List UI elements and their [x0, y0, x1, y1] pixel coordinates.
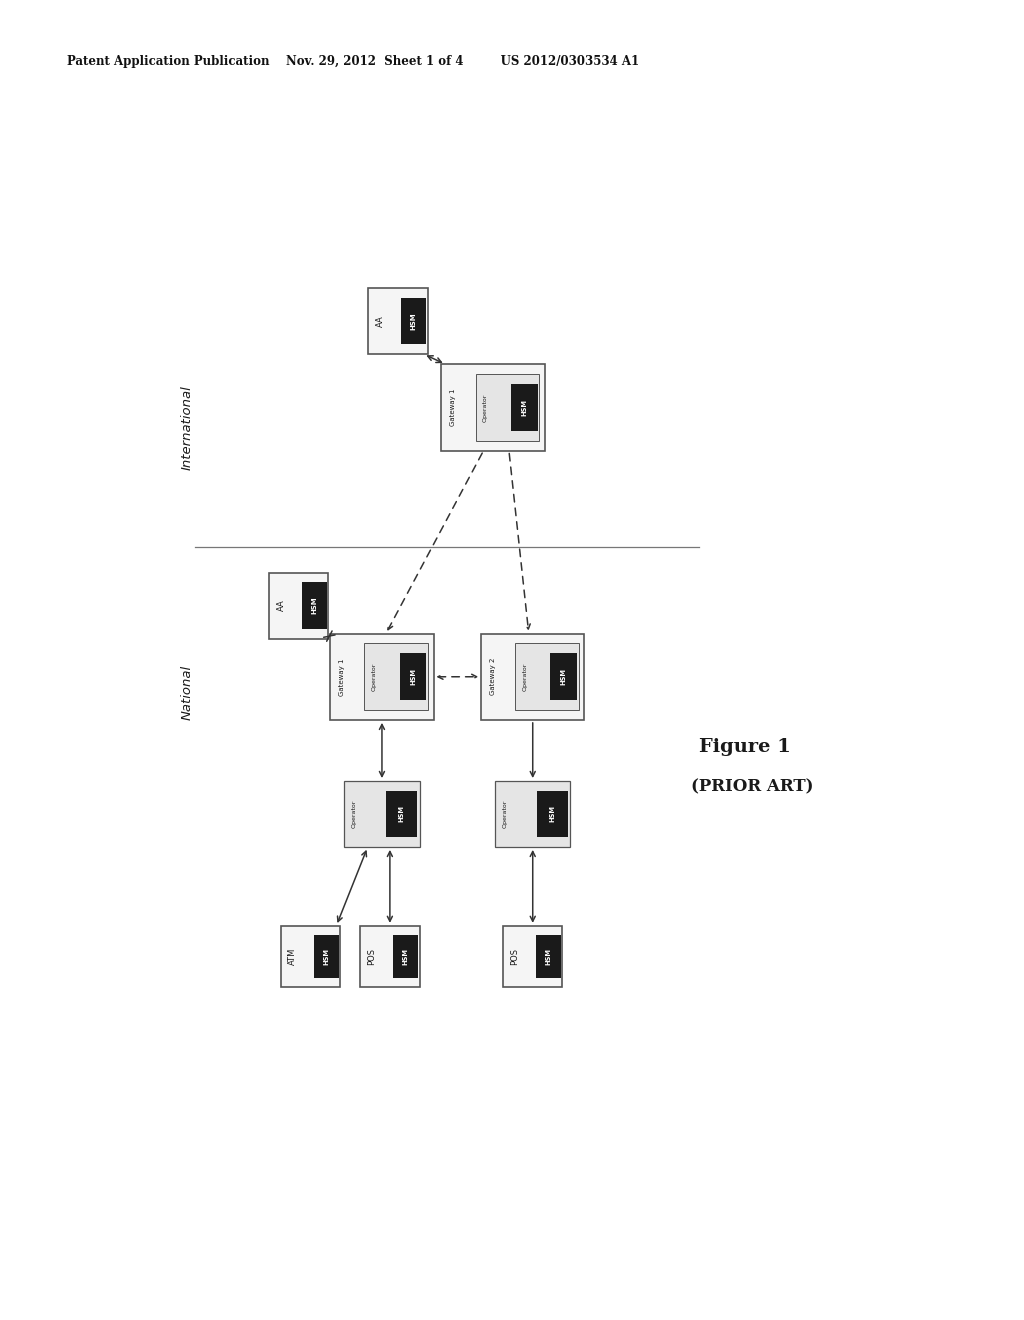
FancyBboxPatch shape	[511, 384, 538, 432]
Text: POS: POS	[510, 948, 519, 965]
Text: HSM: HSM	[561, 668, 567, 685]
Text: HSM: HSM	[549, 805, 555, 822]
Text: HSM: HSM	[521, 399, 527, 416]
Text: (PRIOR ART): (PRIOR ART)	[691, 779, 814, 796]
FancyBboxPatch shape	[475, 374, 540, 441]
FancyBboxPatch shape	[386, 791, 418, 837]
Text: HSM: HSM	[410, 668, 416, 685]
FancyBboxPatch shape	[536, 935, 561, 978]
Text: HSM: HSM	[398, 805, 404, 822]
FancyBboxPatch shape	[441, 364, 545, 450]
Text: AA: AA	[276, 599, 286, 611]
FancyBboxPatch shape	[550, 653, 578, 701]
FancyBboxPatch shape	[302, 582, 327, 628]
Text: Operator: Operator	[522, 663, 527, 690]
FancyBboxPatch shape	[399, 653, 426, 701]
FancyBboxPatch shape	[344, 781, 420, 847]
FancyBboxPatch shape	[331, 634, 433, 719]
FancyBboxPatch shape	[269, 573, 329, 639]
Text: HSM: HSM	[323, 948, 329, 965]
FancyBboxPatch shape	[360, 925, 420, 987]
Text: Operator: Operator	[372, 663, 377, 690]
Text: Operator: Operator	[502, 800, 507, 828]
Text: Gateway 2: Gateway 2	[489, 659, 496, 696]
Text: International: International	[181, 385, 194, 470]
Text: POS: POS	[368, 948, 376, 965]
Text: AA: AA	[376, 315, 385, 327]
FancyBboxPatch shape	[365, 643, 428, 710]
Text: Gateway 1: Gateway 1	[451, 388, 457, 426]
FancyBboxPatch shape	[400, 298, 426, 345]
Text: HSM: HSM	[311, 597, 317, 614]
FancyBboxPatch shape	[515, 643, 580, 710]
Text: ATM: ATM	[288, 948, 297, 965]
Text: Patent Application Publication    Nov. 29, 2012  Sheet 1 of 4         US 2012/03: Patent Application Publication Nov. 29, …	[67, 55, 639, 69]
Text: Figure 1: Figure 1	[699, 738, 792, 756]
Text: HSM: HSM	[402, 948, 409, 965]
FancyBboxPatch shape	[537, 791, 568, 837]
Text: HSM: HSM	[545, 948, 551, 965]
Text: Operator: Operator	[482, 393, 487, 421]
FancyBboxPatch shape	[503, 925, 562, 987]
Text: Operator: Operator	[351, 800, 356, 828]
Text: National: National	[181, 664, 194, 719]
FancyBboxPatch shape	[368, 288, 428, 354]
Text: HSM: HSM	[411, 313, 417, 330]
Text: Gateway 1: Gateway 1	[339, 657, 345, 696]
FancyBboxPatch shape	[281, 925, 340, 987]
FancyBboxPatch shape	[495, 781, 570, 847]
FancyBboxPatch shape	[313, 935, 339, 978]
FancyBboxPatch shape	[481, 634, 585, 719]
FancyBboxPatch shape	[393, 935, 418, 978]
